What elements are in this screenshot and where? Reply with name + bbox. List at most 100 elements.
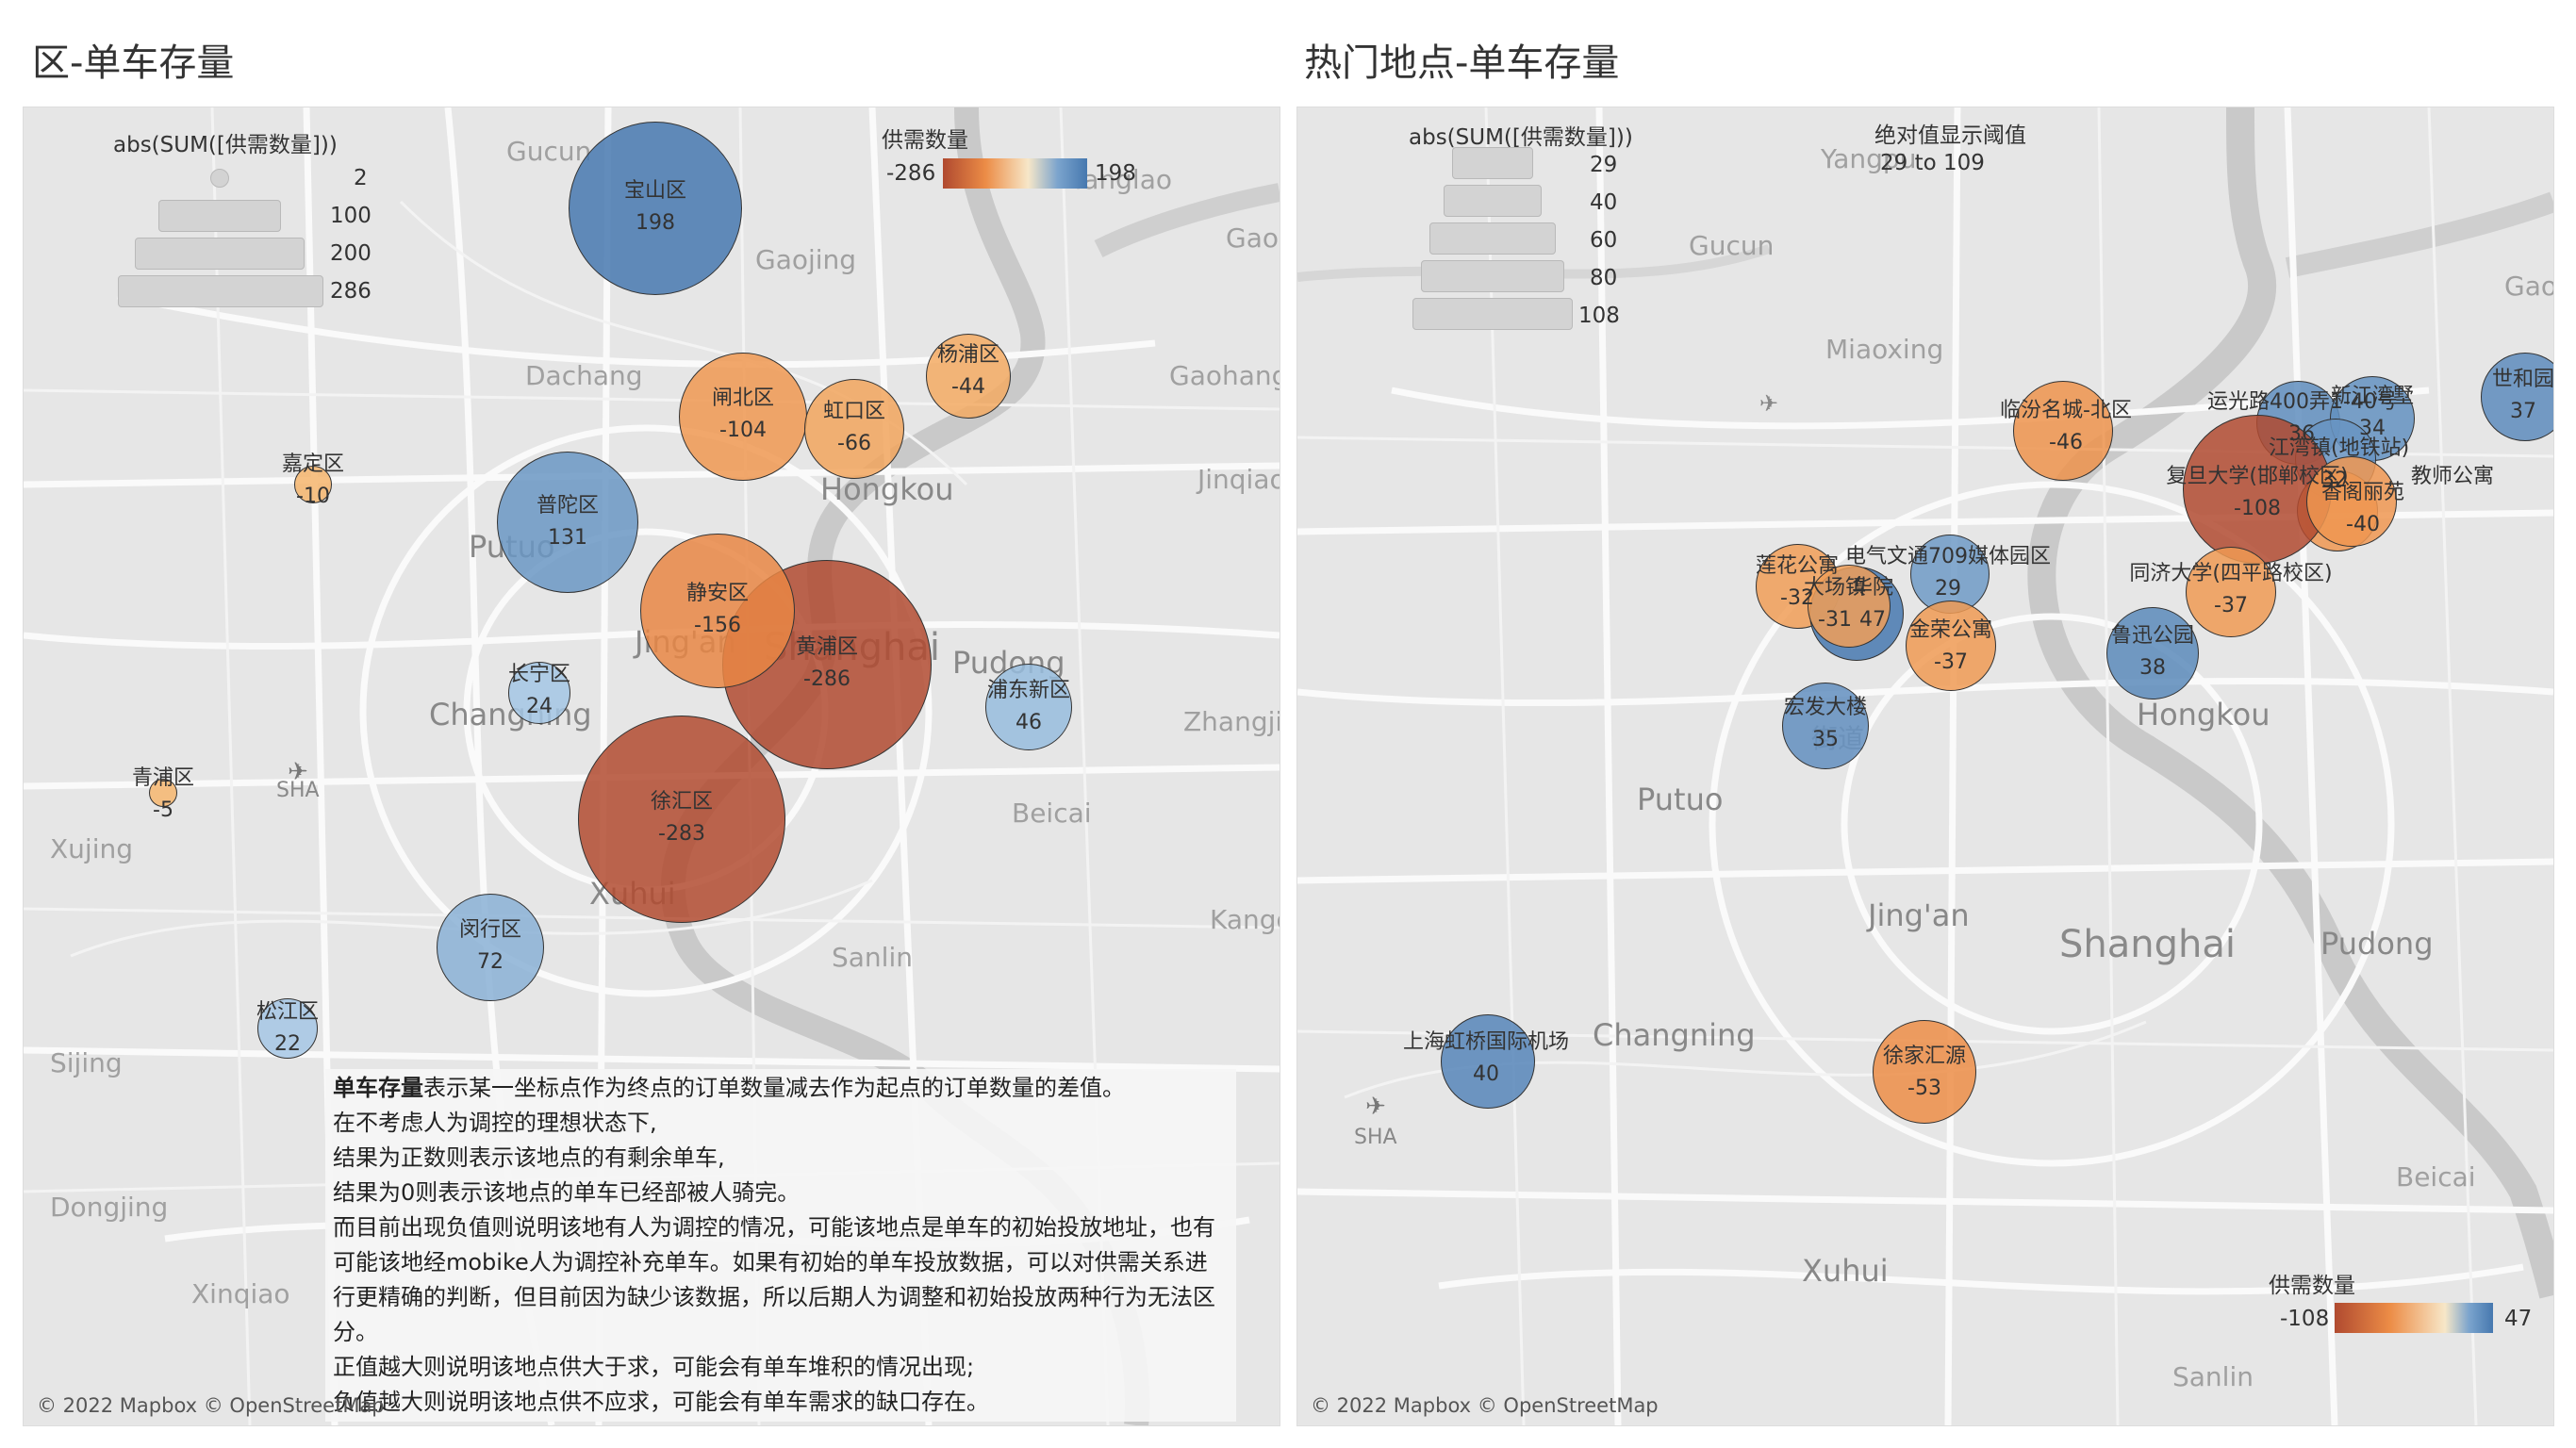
district-value: -156 [694,614,741,637]
place-label: Gucun [506,136,592,167]
airport-icon: ✈ [288,758,308,786]
place-label: Gaohang [1169,360,1280,391]
place-bubble[interactable] [2186,547,2276,637]
place-label: Sijing [50,1047,123,1078]
place-bubble[interactable] [1808,565,1891,648]
note-bold: 单车存量 [333,1075,423,1101]
size-legend-mark [118,275,323,307]
place-bubble[interactable] [2106,607,2199,699]
place-value: 35 [1812,728,1839,751]
size-legend-value: 2 [354,166,368,190]
district-name: 黄浦区 [795,635,858,659]
district-name: 闸北区 [711,387,774,410]
district-bubble[interactable] [569,122,742,295]
size-legend-mark [1452,147,1533,179]
place-label: Jing'an [1868,897,1970,933]
district-bubble[interactable] [640,534,795,688]
place-label: Gucun [1689,230,1775,261]
district-bubble[interactable] [804,379,904,479]
place-name: 教师公寓 [2410,465,2494,488]
place-label: Changning [1593,1017,1756,1053]
place-label: Jinqiao [1197,464,1280,495]
note-line: 结果为正数则表示该地点的有剩余单车, [333,1144,725,1171]
note-line: 负值越大则说明该地点供不应求，可能会有单车需求的缺口存在。 [333,1389,989,1415]
place-value: 40 [1473,1062,1499,1086]
map-attribution[interactable]: © 2022 Mapbox © OpenStreetMap [1311,1394,1659,1417]
place-name: 大场镇 [1803,576,1866,600]
place-bubble[interactable] [1906,601,1996,691]
place-bubble[interactable] [1782,683,1869,769]
map-base [1297,107,2553,1425]
district-bubble[interactable] [497,452,638,593]
district-value: -283 [658,822,705,846]
place-label: Zhangjiang [1183,706,1280,737]
place-name: 华院 [1851,576,1893,600]
district-map[interactable]: Gucun Gaojing Dachang Gaohang Jinqiao Ho… [23,107,1280,1426]
size-legend-mark [158,200,281,232]
note-line: 而目前出现负值则说明该地有人为调控的情况，可能该地点是单车的初始投放地址，也有可… [333,1214,1215,1345]
district-value: -44 [951,375,985,399]
place-value: -46 [2049,431,2083,454]
threshold-title: 绝对值显示阈值 [1874,123,2026,148]
district-bubble[interactable] [149,779,177,807]
size-legend-value: 286 [330,279,372,304]
district-bubble[interactable] [578,716,785,923]
place-bubble[interactable] [2013,381,2113,481]
place-label: Miaoxing [1825,334,1944,365]
size-legend-mark [210,169,229,188]
place-bubble[interactable] [2481,353,2553,441]
place-label: Dongjing [50,1192,169,1223]
color-legend-title: 供需数量 [882,128,968,153]
place-name: 复旦大学(邯郸校区) [2166,465,2349,488]
district-name: 嘉定区 [281,452,344,476]
place-bubble[interactable] [2306,456,2397,547]
district-value: 24 [526,695,553,718]
district-name: 普陀区 [536,494,599,518]
place-label: Pudong [2320,926,2434,962]
place-value: -32 [1780,586,1814,610]
place-value: 38 [2139,656,2166,680]
district-name: 浦东新区 [986,679,1070,702]
place-name: 临汾名城-北区 [2000,399,2132,422]
place-bubble[interactable] [1441,1014,1535,1109]
place-name: 电气文通709媒体园区 [1845,545,2051,568]
district-bubble[interactable] [257,998,318,1059]
hotspot-map[interactable]: Yangpu Gucun Miaoxing Gaoqi Hongkou Putu… [1296,107,2554,1426]
district-value: 22 [274,1032,301,1056]
district-bubble[interactable] [985,664,1072,750]
district-bubble[interactable] [508,662,570,724]
size-legend-mark [1412,298,1573,330]
place-label: Xinqiao [191,1278,290,1309]
place-label: Gaoqi [2504,271,2553,302]
size-legend-mark [135,238,305,270]
place-value: -53 [1907,1077,1941,1100]
place-label: Sanlin [832,942,913,973]
size-legend-title: abs(SUM([供需数量])) [1409,125,1633,150]
district-name: 静安区 [685,582,749,605]
place-value: -37 [1934,650,1968,674]
place-name: 金荣公寓 [1908,618,1992,642]
right-title: 热门地点-单车存量 [1304,41,1620,85]
place-value: 29 [1935,577,1961,601]
place-label: Gaojing [755,244,857,275]
color-legend-max: 198 [1095,161,1136,186]
place-label: Hongkou [2137,697,2271,732]
district-name: 闵行区 [458,918,521,942]
place-label: Beicai [2396,1161,2476,1193]
district-bubble[interactable] [679,353,807,481]
place-name: 宏发大楼 [1783,696,1867,719]
place-value: -108 [2234,497,2281,520]
left-title: 区-单车存量 [32,41,235,85]
map-attribution[interactable]: © 2022 Mapbox © OpenStreetMap [37,1394,385,1417]
place-value: 37 [2510,400,2536,423]
place-label: Kangqiao [1210,904,1280,935]
district-bubble[interactable] [294,466,332,503]
place-bubble[interactable] [1873,1020,1976,1124]
district-bubble[interactable] [437,894,544,1001]
threshold-range[interactable]: 29 to 109 [1880,151,1985,175]
size-legend-value: 108 [1578,304,1620,328]
place-value: 36 [2288,422,2315,446]
district-bubble[interactable] [926,334,1011,419]
place-label: Gaoq [1226,222,1280,254]
district-value: 46 [1016,711,1042,734]
